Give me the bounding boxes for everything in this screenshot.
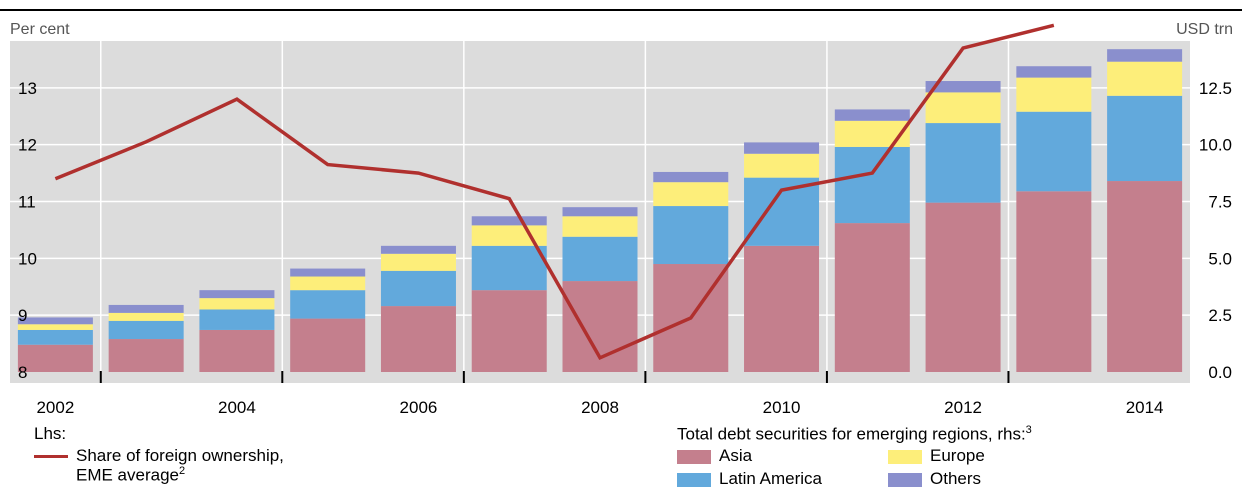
legend-label: Europe (930, 446, 985, 465)
bar-latin-america-2005 (290, 290, 366, 319)
bar-asia-2014 (1107, 181, 1183, 372)
left-tick-label: 9 (18, 306, 27, 325)
legend-line-label-2: EME average (76, 465, 179, 485)
legend-line-sup: 2 (179, 465, 186, 477)
bar-asia-2010 (744, 245, 820, 372)
legend-line-item: Share of foreign ownership, (34, 446, 284, 466)
legend-line-item-cont: EME average2 (76, 465, 185, 486)
bar-others-2006 (380, 245, 456, 254)
bar-europe-2005 (290, 276, 366, 291)
bar-latin-america-2006 (380, 270, 456, 307)
right-tick-label: 5.0 (1208, 249, 1232, 268)
bar-europe-2009 (653, 182, 729, 207)
bar-latin-america-2003 (108, 320, 184, 340)
legend-item-europe: Europe (888, 446, 985, 466)
x-tick-label: 2008 (581, 398, 619, 417)
bar-others-2012 (925, 81, 1001, 93)
bar-europe-2008 (562, 216, 638, 237)
legend-label: Asia (719, 446, 753, 465)
bar-latin-america-2009 (653, 206, 729, 265)
bar-europe-2002 (17, 324, 93, 330)
bar-europe-2013 (1016, 77, 1092, 112)
legend-rhs-title: Total debt securities for emerging regio… (677, 424, 1032, 445)
x-tick-label: 2012 (944, 398, 982, 417)
bar-europe-2006 (380, 253, 456, 271)
legend-label: Latin America (719, 469, 822, 488)
legend-swatch (888, 449, 922, 464)
left-tick-label: 11 (18, 193, 36, 212)
bar-others-2009 (653, 171, 729, 183)
right-axis-ticks: 0.0 2.5 5.0 7.5 10.0 12.5 (1199, 79, 1232, 382)
bar-asia-2012 (925, 202, 1001, 372)
legend-swatch (677, 449, 711, 464)
bar-others-2014 (1107, 49, 1183, 62)
legend-swatch (888, 472, 922, 487)
bar-europe-2014 (1107, 61, 1183, 96)
bar-asia-2003 (108, 339, 184, 372)
bar-others-2003 (108, 304, 184, 313)
bar-latin-america-2012 (925, 123, 1001, 203)
legend-item-asia: Asia (677, 446, 752, 466)
bar-europe-2003 (108, 312, 184, 321)
left-tick-label: 8 (18, 363, 27, 382)
bar-others-2008 (562, 207, 638, 217)
x-tick-label: 2006 (400, 398, 438, 417)
bar-europe-2012 (925, 92, 1001, 124)
bar-asia-2006 (380, 306, 456, 372)
chart: Per cent USD trn 8 9 10 11 12 13 0.0 2.5 5.0 7.5… (0, 9, 1242, 417)
x-tick-marks (99, 371, 1010, 383)
bar-asia-2005 (290, 318, 366, 372)
left-axis-ticks: 8 9 10 11 12 13 (18, 79, 37, 382)
bar-latin-america-2002 (17, 329, 93, 345)
bar-latin-america-2013 (1016, 111, 1092, 192)
bars (17, 49, 1183, 372)
x-axis-labels: 2002 2004 2006 2008 2010 2012 2014 (36, 398, 1163, 417)
legend-item-others: Others (888, 469, 981, 489)
bar-others-2007 (471, 216, 547, 226)
right-unit-label: USD trn (1176, 21, 1233, 38)
x-tick-label: 2002 (36, 398, 74, 417)
bar-others-2011 (834, 109, 910, 121)
legend-swatch (677, 472, 711, 487)
bar-europe-2004 (199, 298, 275, 310)
bar-asia-2002 (17, 344, 93, 372)
left-tick-label: 12 (18, 136, 37, 155)
left-unit-label: Per cent (10, 21, 70, 38)
left-tick-label: 13 (18, 79, 37, 98)
bar-asia-2007 (471, 290, 547, 372)
bar-latin-america-2010 (744, 177, 820, 246)
bar-europe-2010 (744, 153, 820, 178)
right-tick-label: 2.5 (1208, 306, 1232, 325)
right-tick-label: 7.5 (1208, 193, 1232, 212)
bar-others-2005 (290, 268, 366, 277)
bar-asia-2004 (199, 329, 275, 372)
right-tick-label: 10.0 (1199, 136, 1232, 155)
legend-rhs-title-text: Total debt securities for emerging regio… (677, 424, 1026, 444)
legend-item-latin-america: Latin America (677, 469, 822, 489)
legend-lhs-title: Lhs: (34, 424, 67, 443)
bar-latin-america-2004 (199, 309, 275, 330)
legend-line-label-1: Share of foreign ownership, (76, 446, 284, 465)
bar-others-2013 (1016, 66, 1092, 78)
bar-latin-america-2011 (834, 146, 910, 224)
x-tick-label: 2014 (1126, 398, 1164, 417)
legend-rhs-sup: 3 (1025, 424, 1032, 436)
right-tick-label: 0.0 (1208, 363, 1232, 382)
bar-europe-2011 (834, 120, 910, 147)
left-tick-label: 10 (18, 249, 37, 268)
legend-label: Others (930, 469, 982, 488)
bar-others-2010 (744, 142, 820, 154)
x-tick-label: 2010 (763, 398, 801, 417)
bar-latin-america-2008 (562, 236, 638, 282)
legend-line-swatch (34, 455, 68, 459)
foreign-ownership-line (54, 23, 1055, 361)
right-tick-label: 12.5 (1199, 79, 1232, 98)
bar-latin-america-2007 (471, 245, 547, 291)
x-tick-label: 2004 (218, 398, 256, 417)
bar-latin-america-2014 (1107, 95, 1183, 182)
bar-asia-2011 (834, 223, 910, 372)
bar-others-2004 (199, 290, 275, 299)
bar-others-2002 (17, 317, 93, 325)
bar-asia-2013 (1016, 191, 1092, 372)
